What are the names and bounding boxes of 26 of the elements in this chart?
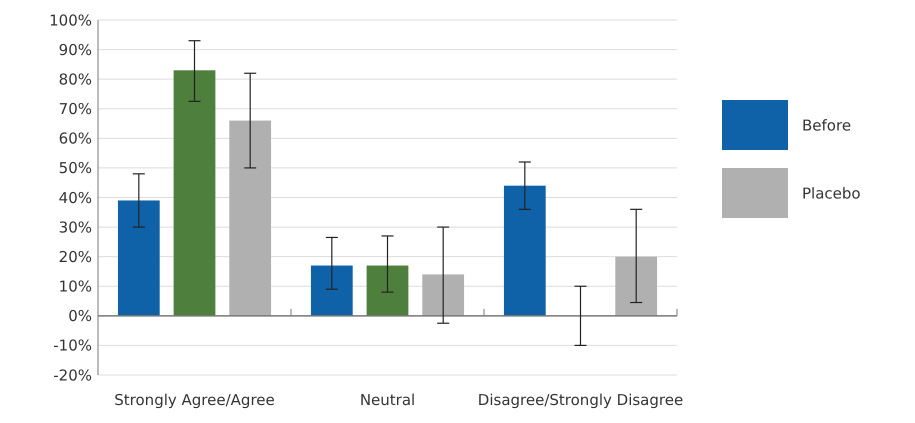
y-tick-label: 70% — [58, 100, 92, 118]
bar — [118, 200, 160, 316]
y-tick-label: 40% — [58, 188, 92, 207]
bar — [229, 120, 272, 316]
y-tick-label: 20% — [58, 248, 92, 266]
bar — [504, 186, 546, 316]
text: Placebo — [802, 184, 861, 202]
y-tick-label: 90% — [58, 40, 92, 59]
bar — [422, 274, 464, 316]
x-tick-label: Disagree/Strongly Disagree — [478, 391, 684, 409]
y-tick-label: 10% — [58, 278, 92, 296]
bar — [366, 266, 408, 316]
y-tick-label: 50% — [58, 159, 92, 178]
bar — [615, 256, 658, 316]
x-tick-label: Strongly Agree/Agree — [114, 391, 275, 409]
y-tick-label: 0% — [68, 307, 92, 326]
y-tick-label: -10% — [53, 336, 92, 355]
y-tick-label: 60% — [58, 130, 92, 148]
bar — [310, 266, 353, 316]
y-tick-label: 80% — [58, 70, 92, 88]
bar — [174, 70, 216, 316]
y-tick-label: 100% — [49, 11, 92, 30]
text: Before — [802, 116, 852, 134]
y-tick-label: -20% — [53, 366, 92, 384]
y-tick-label: 30% — [58, 218, 92, 236]
x-tick-label: Neutral — [360, 391, 416, 409]
